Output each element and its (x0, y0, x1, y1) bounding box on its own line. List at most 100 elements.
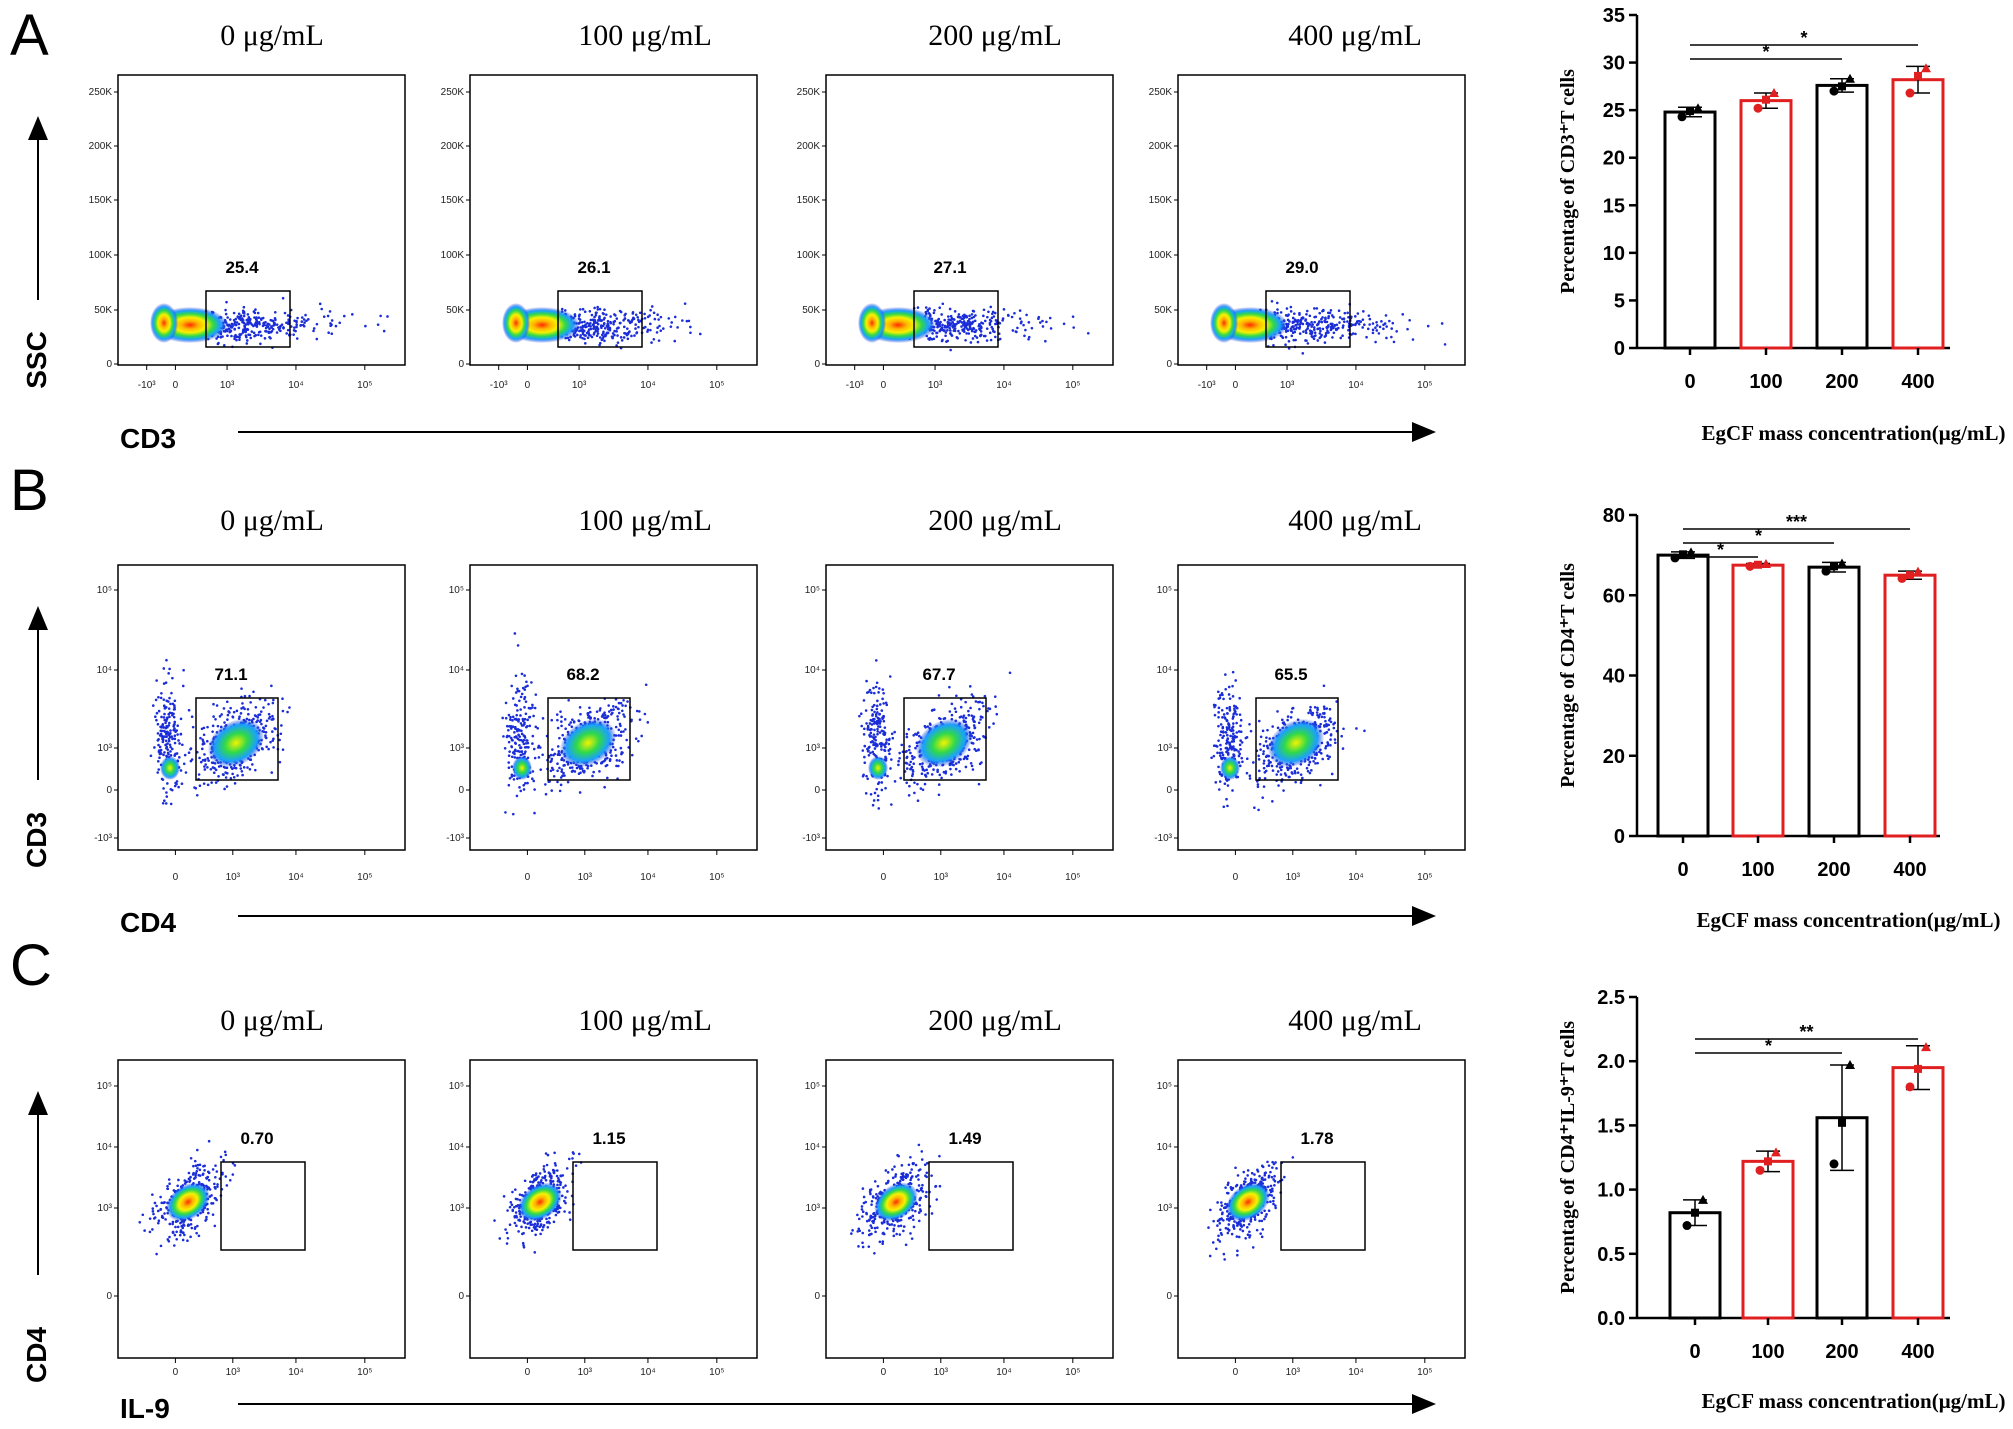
cell-population (850, 1143, 942, 1255)
significance-stars: * (1755, 526, 1762, 546)
x-tick-label: 0 (1233, 872, 1239, 883)
y-channel-label-A: SSC (21, 331, 52, 389)
x-tick-label: 10⁴ (996, 380, 1011, 391)
x-tick-label: 10⁴ (288, 380, 303, 391)
flow-plot-A-2: 200 μg/mL 250K 200K 150K 100K 50K 0 -10³ 0 10³ 10⁴… (797, 19, 1114, 391)
panel-letter-A: A (10, 3, 49, 68)
density-core (166, 1182, 210, 1222)
y-channel-label-C: CD4 (21, 1327, 52, 1383)
x-tick-label: 10⁴ (1348, 380, 1363, 391)
cell-population (858, 302, 1090, 352)
density-core (150, 303, 178, 343)
y-tick-label: 10⁵ (805, 1081, 820, 1092)
x-tick-label: 10⁵ (1065, 380, 1080, 391)
x-tick-label: 200 (1825, 371, 1858, 393)
y-tick-label: 10³ (806, 743, 821, 754)
bar-400 (1891, 1066, 1945, 1320)
y-tick-label: 25 (1603, 100, 1625, 122)
data-point (1838, 82, 1846, 91)
density-core (518, 1182, 562, 1222)
x-tick-label: 10³ (1286, 1367, 1301, 1378)
x-tick-label: 0 (1689, 1341, 1700, 1363)
y-tick-label: 150K (89, 195, 113, 206)
gate-percentage: 26.1 (577, 258, 610, 277)
cell-population (1210, 300, 1447, 355)
significance-stars: * (1765, 1036, 1772, 1056)
gate-percentage: 29.0 (1285, 258, 1318, 277)
x-tick-label: 10⁵ (1417, 1367, 1432, 1378)
data-point (1761, 558, 1771, 568)
y-tick-label: 10 (1603, 243, 1625, 265)
bar-chart-0: 0 5 10 15 20 25 30 35 Percentage of CD3⁺T cells E… (1557, 5, 2005, 445)
x-tick-label: 400 (1901, 1341, 1934, 1363)
bar-400 (1891, 78, 1945, 350)
data-point (1745, 561, 1755, 571)
y-tick-label: -10³ (446, 833, 464, 844)
concentration-label: 200 μg/mL (928, 19, 1062, 52)
plot-frame (117, 564, 406, 851)
x-tick-label: 10⁴ (996, 1367, 1011, 1378)
cell-population (501, 632, 650, 816)
y-tick-label: 200K (797, 141, 821, 152)
gate-box (903, 697, 987, 781)
concentration-label: 400 μg/mL (1288, 19, 1422, 52)
plot-frame (825, 1059, 1114, 1359)
y-tick-label: 10⁵ (805, 585, 820, 596)
panel-letter-B: B (10, 458, 49, 523)
gate-box (1280, 1161, 1366, 1251)
data-point (1914, 71, 1922, 80)
bar-charts: 0 5 10 15 20 25 30 35 Percentage of CD3⁺T cells E… (1557, 5, 2005, 1413)
bar-0 (1663, 110, 1717, 350)
bar-200 (1807, 565, 1861, 838)
density-core (207, 718, 265, 768)
data-point (1686, 107, 1694, 116)
y-tick-label: 200K (1149, 141, 1173, 152)
gate-box (557, 290, 643, 348)
y-tick-label: 0 (458, 1291, 464, 1302)
data-point (1762, 95, 1770, 104)
x-tick-label: 10⁵ (1065, 1367, 1080, 1378)
bar-chart-1: 0 20 40 60 80 Percentage of CD4⁺T cells EgCF m… (1557, 505, 2000, 932)
y-tick-label: 0 (1166, 1291, 1172, 1302)
x-tick-label: 10³ (928, 380, 943, 391)
y-tick-label: 150K (797, 195, 821, 206)
data-point (1821, 566, 1831, 576)
data-point (1906, 571, 1914, 580)
x-tick-label: 10⁴ (1348, 872, 1363, 883)
y-tick-label: 10³ (450, 1203, 465, 1214)
panel-letter-C: C (10, 933, 52, 998)
y-tick-label: 10⁵ (1157, 1081, 1172, 1092)
bar-400 (1883, 573, 1937, 838)
x-tick-label: 100 (1749, 371, 1782, 393)
y-tick-label: 0 (814, 1291, 820, 1302)
gate-percentage: 71.1 (214, 665, 247, 684)
data-point (1845, 1060, 1855, 1070)
cell-population (1210, 670, 1366, 812)
x-tick-label: 10³ (578, 1367, 593, 1378)
x-tick-label: 10³ (1280, 380, 1295, 391)
y-tick-label: 0 (1166, 359, 1172, 370)
y-tick-label: 0.0 (1597, 1308, 1625, 1330)
data-point (1905, 88, 1915, 98)
x-tick-label: 10³ (220, 380, 235, 391)
plot-frame (117, 74, 406, 366)
x-tick-label: 10³ (1286, 872, 1301, 883)
bar-100 (1741, 1159, 1795, 1320)
x-tick-label: 0 (881, 1367, 887, 1378)
x-tick-label: 0 (1233, 380, 1239, 391)
y-tick-label: -10³ (94, 833, 112, 844)
x-tick-label: 10³ (572, 380, 587, 391)
concentration-label: 200 μg/mL (928, 504, 1062, 537)
bar-200 (1815, 83, 1869, 350)
density-core (915, 718, 973, 768)
data-point (1754, 560, 1762, 569)
gate-box (205, 290, 291, 348)
y-tick-label: 10⁴ (805, 1142, 820, 1153)
y-tick-label: 30 (1603, 53, 1625, 75)
gate-percentage: 65.5 (1274, 665, 1307, 684)
x-tick-label: 10⁵ (357, 872, 372, 883)
y-tick-label: 2.0 (1597, 1051, 1625, 1073)
y-tick-label: 0 (814, 359, 820, 370)
